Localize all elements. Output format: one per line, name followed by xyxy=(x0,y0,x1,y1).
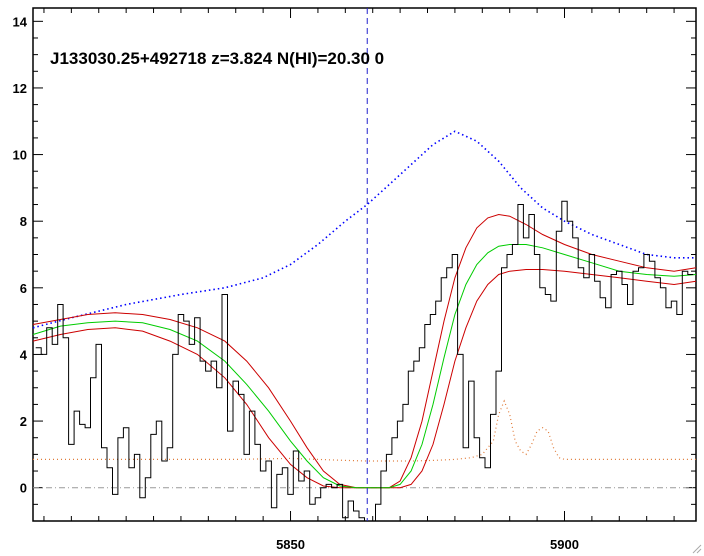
axis-ticks xyxy=(33,8,696,522)
flux-histogram-series xyxy=(35,200,694,522)
x-tick-labels: 5850 5900 xyxy=(276,537,579,552)
continuum-series xyxy=(32,130,696,329)
error-series xyxy=(33,399,696,462)
x-tick-label: 5850 xyxy=(276,537,305,552)
y-tick-label: 14 xyxy=(13,14,28,29)
y-tick-label: 0 xyxy=(20,481,27,496)
y-tick-label: 2 xyxy=(20,414,27,429)
y-tick-label: 4 xyxy=(20,347,28,362)
model-series xyxy=(32,244,697,489)
y-tick-label: 10 xyxy=(13,148,27,163)
model-lower-series xyxy=(32,269,697,489)
chart-title: J133030.25+492718 z=3.824 N(HI)=20.30 0 xyxy=(50,49,384,68)
y-tick-label: 8 xyxy=(20,214,27,229)
y-tick-labels: 0 2 4 6 8 10 12 14 xyxy=(13,14,28,495)
y-tick-label: 12 xyxy=(13,81,27,96)
y-tick-label: 6 xyxy=(20,281,27,296)
resize-grip-icon[interactable] xyxy=(690,542,702,554)
x-tick-label: 5900 xyxy=(550,537,579,552)
model-upper-series xyxy=(32,213,697,489)
